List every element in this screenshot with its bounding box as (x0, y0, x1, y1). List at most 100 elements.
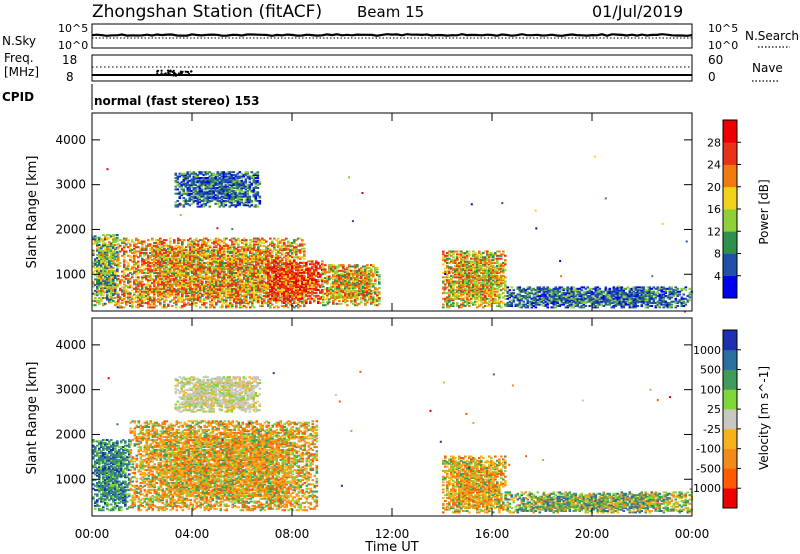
range-gate-cell (305, 279, 308, 281)
range-gate-cell (127, 254, 130, 257)
range-gate-cell (289, 281, 292, 284)
range-gate-cell (186, 175, 190, 178)
range-gate-cell (299, 299, 302, 302)
range-gate-cell (269, 289, 272, 291)
range-gate-cell (157, 284, 160, 287)
range-gate-cell (169, 249, 172, 252)
range-gate-cell (283, 279, 286, 281)
range-gate-cell (275, 244, 278, 247)
range-gate-cell (241, 286, 244, 289)
range-gate-cell (303, 283, 306, 286)
range-gate-cell (197, 263, 200, 266)
range-gate-cell (157, 273, 160, 276)
range-gate-cell (223, 266, 226, 269)
range-gate-cell (299, 293, 302, 296)
range-gate-cell (279, 269, 282, 271)
range-gate-cell (235, 252, 238, 254)
range-gate-cell (228, 188, 232, 191)
range-gate-cell (208, 194, 212, 197)
range-gate-cell (256, 184, 260, 187)
range-gate-cell (229, 289, 232, 292)
range-gate-cell (243, 256, 246, 259)
range-gate-cell (285, 303, 288, 306)
range-gate-cell (243, 249, 246, 252)
range-gate-cell (112, 285, 115, 288)
range-gate-cell (218, 185, 222, 188)
range-gate-cell (239, 267, 242, 270)
range-gate-cell (131, 276, 134, 279)
range-gate-cell (198, 188, 202, 191)
range-gate-cell (315, 273, 318, 276)
range-gate-cell (295, 247, 298, 250)
range-gate-cell (153, 259, 156, 262)
range-gate-cell (219, 254, 222, 257)
range-gate-cell (265, 252, 268, 254)
range-gate-cell (309, 267, 312, 270)
range-gate-cell (234, 178, 238, 181)
range-gate-cell (261, 259, 264, 262)
range-gate-cell (239, 263, 242, 266)
range-gate-cell (238, 175, 242, 178)
range-gate-cell (330, 295, 333, 298)
range-gate-cell (239, 270, 242, 273)
range-gate-cell (217, 296, 220, 299)
range-gate-cell (137, 306, 140, 309)
range-gate-cell (248, 197, 252, 199)
range-gate-cell (185, 246, 188, 249)
range-gate-cell (277, 277, 280, 280)
range-gate-cell (110, 265, 113, 268)
range-gate-cell (161, 260, 164, 263)
range-gate-cell (163, 254, 166, 257)
range-gate-cell (194, 181, 198, 184)
range-gate-cell (183, 302, 186, 305)
range-gate-cell (217, 262, 220, 264)
range-gate-cell (229, 263, 232, 266)
range-gate-cell (185, 266, 188, 269)
range-gate-cell (287, 279, 290, 281)
range-gate-cell (191, 254, 194, 257)
range-gate-cell (137, 240, 140, 243)
range-gate-cell (271, 272, 274, 274)
range-gate-cell (106, 284, 109, 287)
range-gate-cell (123, 290, 126, 293)
range-gate-cell (247, 269, 250, 272)
range-gate-cell (185, 273, 188, 276)
range-gate-cell (149, 256, 152, 259)
range-gate-cell (255, 273, 258, 276)
range-gate-cell (229, 274, 232, 277)
range-gate-cell (261, 302, 264, 305)
range-gate-cell (171, 277, 174, 280)
range-gate-cell (245, 302, 248, 305)
range-gate-cell (98, 251, 101, 254)
range-gate-cell (96, 269, 99, 272)
range-gate-cell (293, 284, 296, 287)
range-gate-cell (203, 286, 206, 289)
range-gate-cell (163, 274, 166, 277)
range-gate-cell (202, 205, 206, 208)
range-gate-cell (98, 278, 101, 281)
range-gate-cell (94, 238, 97, 241)
range-gate-cell (184, 174, 188, 177)
range-gate-cell (225, 280, 228, 283)
range-gate-cell (267, 264, 270, 267)
range-gate-cell (285, 276, 288, 279)
range-gate-cell (237, 244, 240, 247)
range-gate-cell (263, 277, 266, 280)
range-gate-cell (291, 276, 294, 279)
range-gate-cell (279, 249, 282, 252)
range-gate-cell (198, 189, 202, 192)
range-gate-cell (279, 256, 282, 259)
range-gate-cell (281, 261, 284, 264)
range-gate-cell (230, 181, 234, 184)
range-gate-cell (195, 256, 198, 259)
range-gate-cell (247, 246, 250, 249)
range-gate-cell (211, 305, 214, 307)
sky-tick-high: 10^5 (58, 22, 88, 35)
range-gate-cell (163, 259, 166, 262)
range-gate-cell (307, 280, 310, 283)
range-gate-cell (221, 303, 224, 306)
range-gate-cell (98, 277, 101, 279)
range-gate-cell (289, 286, 292, 289)
range-gate-cell (226, 192, 230, 195)
range-gate-cell (224, 201, 228, 204)
